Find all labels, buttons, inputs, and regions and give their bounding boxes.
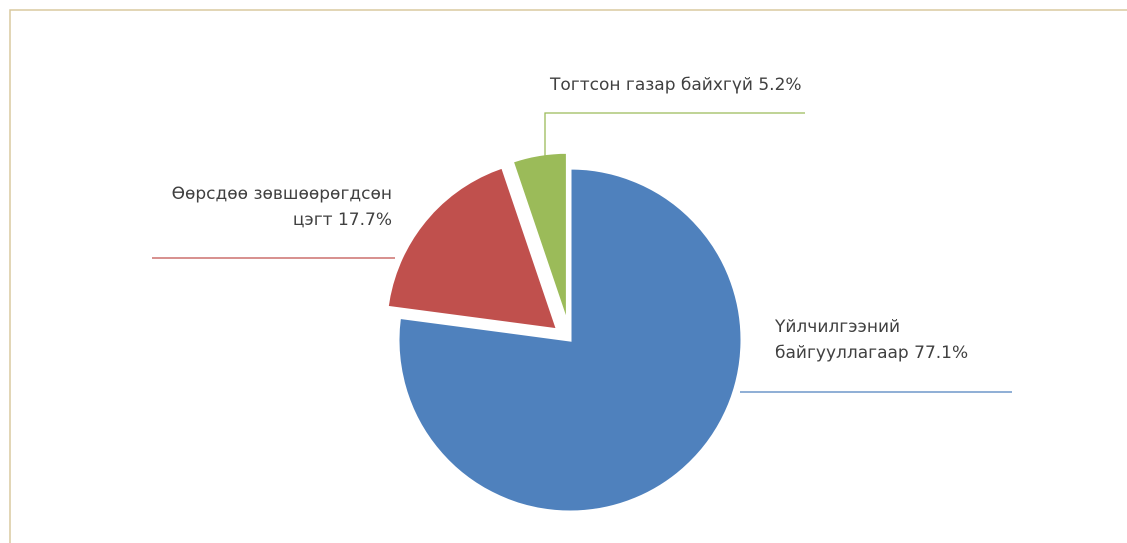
- slice-label: Өөрсдөө зөвшөөрөгдсөн цэгт 17.7%: [130, 181, 392, 233]
- category-name: Тогтсон газар байхгүй: [550, 75, 753, 95]
- frame: [9, 9, 1127, 543]
- pie-slice: [396, 166, 744, 514]
- slice-label: Тогтсон газар байхгүй 5.2%: [550, 72, 880, 98]
- leader-line: [544, 112, 805, 160]
- category-name: Үйлчилгээний байгууллагаар: [775, 317, 909, 363]
- pie-slice: [510, 150, 569, 325]
- category-name: Өөрсдөө зөвшөөрөгдсөн цэгт: [171, 184, 392, 230]
- value-label: 77.1%: [914, 343, 969, 363]
- value-label: 5.2%: [758, 75, 802, 95]
- value-label: 17.7%: [337, 210, 392, 230]
- pie-slice: [385, 165, 560, 332]
- slice-label: Үйлчилгээний байгууллагаар 77.1%: [775, 314, 1015, 366]
